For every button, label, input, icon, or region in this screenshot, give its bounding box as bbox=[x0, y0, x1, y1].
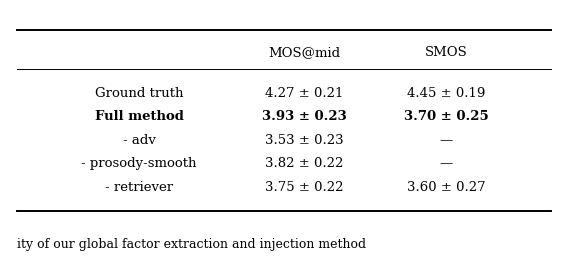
Text: 3.70 ± 0.25: 3.70 ± 0.25 bbox=[403, 110, 488, 123]
Text: SMOS: SMOS bbox=[424, 46, 467, 59]
Text: Full method: Full method bbox=[95, 110, 183, 123]
Text: - prosody-smooth: - prosody-smooth bbox=[81, 157, 197, 170]
Text: Ground truth: Ground truth bbox=[95, 86, 183, 100]
Text: 3.75 ± 0.22: 3.75 ± 0.22 bbox=[265, 181, 343, 194]
Text: 4.27 ± 0.21: 4.27 ± 0.21 bbox=[265, 86, 343, 100]
Text: —: — bbox=[439, 134, 453, 147]
Text: —: — bbox=[439, 157, 453, 170]
Text: MOS@mid: MOS@mid bbox=[268, 46, 340, 59]
Text: 3.93 ± 0.23: 3.93 ± 0.23 bbox=[261, 110, 346, 123]
Text: 3.60 ± 0.27: 3.60 ± 0.27 bbox=[407, 181, 485, 194]
Text: ity of our global factor extraction and injection method: ity of our global factor extraction and … bbox=[17, 238, 366, 252]
Text: - retriever: - retriever bbox=[105, 181, 173, 194]
Text: 3.53 ± 0.23: 3.53 ± 0.23 bbox=[265, 134, 343, 147]
Text: 3.82 ± 0.22: 3.82 ± 0.22 bbox=[265, 157, 343, 170]
Text: 4.45 ± 0.19: 4.45 ± 0.19 bbox=[407, 86, 485, 100]
Text: - adv: - adv bbox=[123, 134, 156, 147]
